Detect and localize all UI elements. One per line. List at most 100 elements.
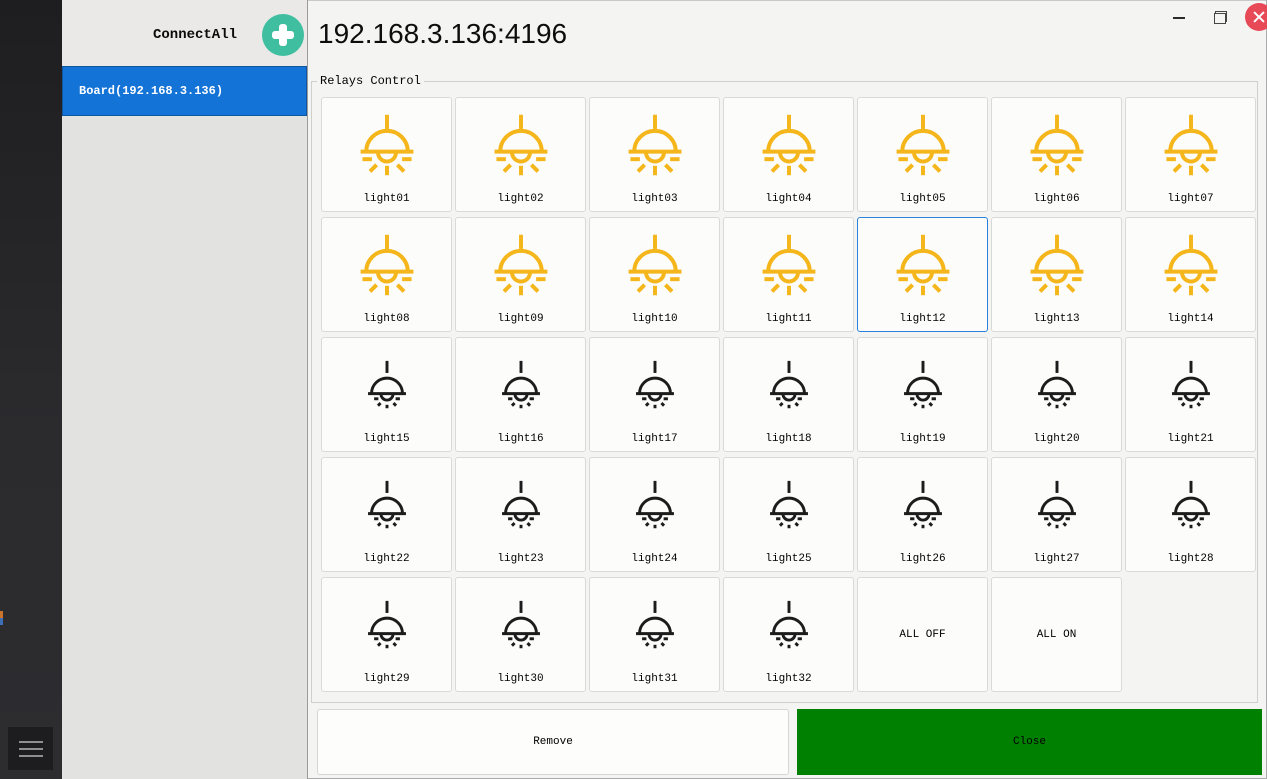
lamp-on-icon [487,224,555,306]
light-button-light15[interactable]: light15 [321,337,452,452]
light-button-light32[interactable]: light32 [723,577,854,692]
lamp-on-icon [889,224,957,306]
boards-panel: ConnectAll Board(192.168.3.136) [62,0,308,779]
lamp-on-icon [1157,104,1225,186]
app-sidebar [0,0,62,779]
light-label: light25 [765,553,812,565]
light-label: light13 [1033,313,1080,325]
connect-all-label: ConnectAll [152,27,237,43]
all-on-button-label: ALL ON [1036,628,1077,641]
close-button-label: Close [1012,736,1046,748]
lamp-on-icon [889,104,957,186]
minimize-button[interactable] [1165,8,1193,28]
light-label: light10 [631,313,678,325]
light-button-light31[interactable]: light31 [589,577,720,692]
light-label: light28 [1167,553,1214,565]
light-button-light26[interactable]: light26 [857,457,988,572]
lamp-off-icon [758,464,820,546]
light-button-light30[interactable]: light30 [455,577,586,692]
lamp-off-icon [624,584,686,666]
light-button-light08[interactable]: light08 [321,217,452,332]
light-button-light06[interactable]: light06 [991,97,1122,212]
light-button-light16[interactable]: light16 [455,337,586,452]
light-button-light09[interactable]: light09 [455,217,586,332]
all-on-button[interactable]: ALL ON [991,577,1122,692]
light-button-light03[interactable]: light03 [589,97,720,212]
lamp-on-icon [755,224,823,306]
light-button-light20[interactable]: light20 [991,337,1122,452]
minimize-icon [1173,17,1185,19]
light-button-light04[interactable]: light04 [723,97,854,212]
light-button-light28[interactable]: light28 [1125,457,1256,572]
remove-button-label: Remove [533,736,573,748]
light-label: light27 [1033,553,1080,565]
light-button-light11[interactable]: light11 [723,217,854,332]
restore-button[interactable] [1206,8,1234,28]
light-label: light31 [631,673,678,685]
lamp-on-icon [1157,224,1225,306]
light-button-light05[interactable]: light05 [857,97,988,212]
light-label: light16 [497,433,544,445]
light-button-light22[interactable]: light22 [321,457,452,572]
light-button-light10[interactable]: light10 [589,217,720,332]
light-button-light18[interactable]: light18 [723,337,854,452]
lamp-off-icon [758,584,820,666]
lamp-on-icon [353,104,421,186]
remove-button[interactable]: Remove [317,709,789,775]
light-button-light21[interactable]: light21 [1125,337,1256,452]
light-button-light25[interactable]: light25 [723,457,854,572]
lights-grid: light01 light02 light03 light04 [321,97,1256,692]
light-label: light12 [899,313,946,325]
light-label: light21 [1167,433,1214,445]
lamp-off-icon [892,344,954,426]
lamp-off-icon [1160,464,1222,546]
lamp-on-icon [1023,104,1091,186]
board-item-label: Board(192.168.3.136) [79,84,224,98]
lamp-off-icon [356,464,418,546]
lamp-off-icon [356,344,418,426]
light-button-light14[interactable]: light14 [1125,217,1256,332]
light-label: light08 [363,313,410,325]
light-button-light27[interactable]: light27 [991,457,1122,572]
hamburger-menu-icon [18,740,43,743]
light-button-light29[interactable]: light29 [321,577,452,692]
board-list-item[interactable]: Board(192.168.3.136) [62,66,307,116]
all-off-button[interactable]: ALL OFF [857,577,988,692]
light-label: light23 [497,553,544,565]
lamp-off-icon [490,584,552,666]
light-button-light07[interactable]: light07 [1125,97,1256,212]
lamp-off-icon [624,344,686,426]
light-label: light17 [631,433,678,445]
light-label: light22 [363,553,410,565]
light-label: light07 [1167,193,1214,205]
close-button[interactable]: Close [797,709,1262,775]
light-label: light06 [1033,193,1080,205]
light-button-light23[interactable]: light23 [455,457,586,572]
lamp-off-icon [356,584,418,666]
light-button-light17[interactable]: light17 [589,337,720,452]
all-off-button-label: ALL OFF [899,628,946,641]
menu-button[interactable] [8,727,53,770]
light-label: light01 [363,193,410,205]
light-button-light13[interactable]: light13 [991,217,1122,332]
boards-panel-header: ConnectAll [62,0,307,66]
light-button-light01[interactable]: light01 [321,97,452,212]
add-board-button[interactable] [262,14,304,56]
light-label: light26 [899,553,946,565]
light-label: light04 [765,193,812,205]
light-button-light12[interactable]: light12 [857,217,988,332]
lamp-on-icon [353,224,421,306]
lamp-off-icon [490,464,552,546]
titlebar-close-button[interactable] [1245,3,1267,31]
lamp-off-icon [1026,464,1088,546]
sidebar-accent-mark-blue [0,618,3,625]
light-button-light02[interactable]: light02 [455,97,586,212]
main-area: 192.168.3.136:4196 Relays Control light0… [308,0,1267,779]
light-button-light19[interactable]: light19 [857,337,988,452]
lamp-off-icon [624,464,686,546]
light-label: light18 [765,433,812,445]
light-label: light32 [765,673,812,685]
light-button-light24[interactable]: light24 [589,457,720,572]
light-label: light29 [363,673,410,685]
page-title: 192.168.3.136:4196 [318,18,568,49]
